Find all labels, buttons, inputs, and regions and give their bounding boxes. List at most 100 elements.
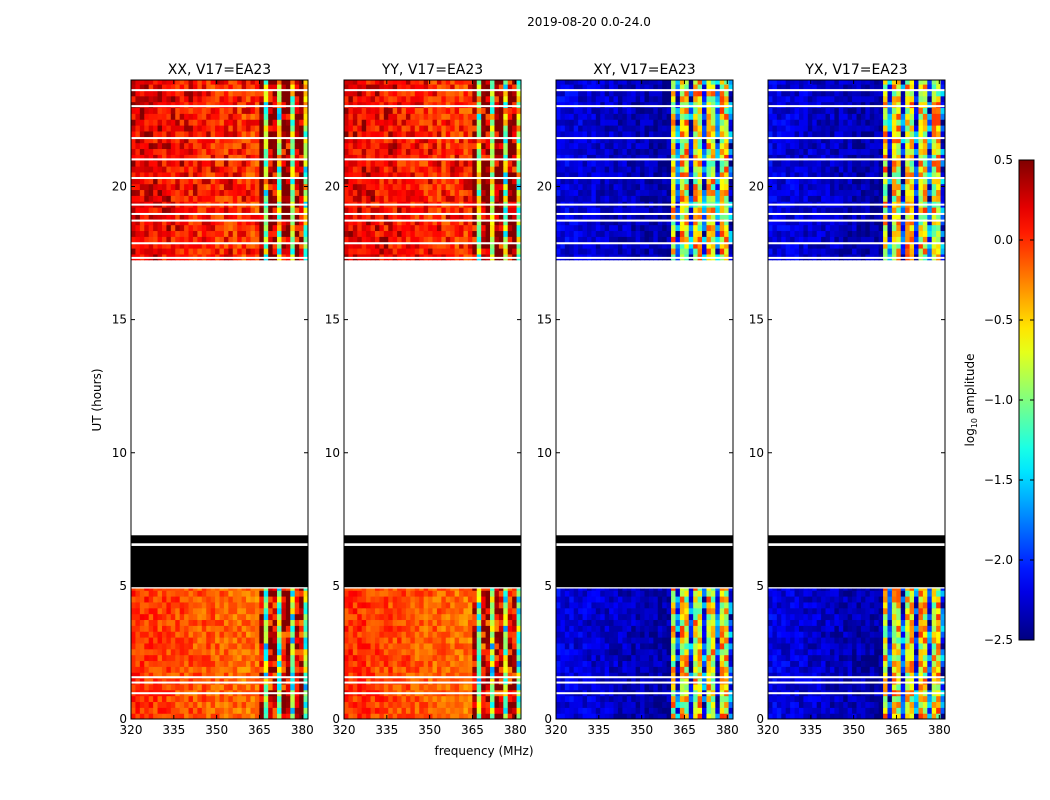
heatmap-cell [472,678,478,685]
heatmap-cell [161,177,168,185]
heatmap-cell [556,666,562,673]
heatmap-cell [414,666,420,673]
heatmap-cell [232,113,238,120]
heatmap-cell [144,619,150,626]
heatmap-cell [201,154,207,161]
heatmap-cell [361,242,367,249]
heatmap-cell [201,218,207,226]
heatmap-cell [241,195,247,202]
heatmap-cell [188,666,194,673]
heatmap-cell [498,666,504,673]
heatmap-cell [232,588,238,591]
heatmap-cell [188,619,194,626]
heatmap-cell [719,701,725,708]
heatmap-cell [684,713,690,719]
heatmap-cell [459,83,465,91]
heatmap-cell [254,130,260,138]
heatmap-cell [507,642,513,650]
heatmap-cell [144,130,150,138]
heatmap-cell [223,107,229,114]
heatmap-cell [454,95,460,103]
heatmap-cell [259,619,265,626]
heatmap-cell [401,101,407,109]
heatmap-cell [210,166,216,173]
heatmap-cell [357,130,363,138]
heatmap-cell [179,119,185,126]
heatmap-cell [250,113,256,120]
heatmap-cell [157,160,163,167]
heatmap-cell [503,654,509,662]
heatmap-cell [494,119,500,126]
heatmap-cell [379,136,385,144]
heatmap-cell [388,113,394,120]
heatmap-cell [556,695,562,703]
heatmap-cell [459,95,465,103]
heatmap-cell [201,648,207,656]
heatmap-cell [445,666,451,673]
heatmap-cell [392,590,398,597]
heatmap-cell [223,189,229,196]
heatmap-cell [653,713,659,719]
heatmap-cell [450,660,456,667]
heatmap-cell [197,177,203,185]
heatmap-cell [299,248,305,255]
heatmap-cell [241,177,247,185]
heatmap-cell [441,207,447,214]
heatmap-cell [432,195,438,202]
heatmap-cell [388,171,394,179]
heatmap-cell [285,125,291,132]
heatmap-cell [591,678,597,685]
heatmap-cell [450,625,456,632]
heatmap-cell [148,154,154,161]
heatmap-cell [485,83,491,91]
heatmap-cell [388,625,394,632]
heatmap-cell [197,631,203,638]
heatmap-cell [228,648,234,656]
heatmap-cell [662,695,668,703]
heatmap-cell [463,595,469,603]
heatmap-cell [724,642,730,650]
heatmap-cell [472,95,478,103]
heatmap-cell [450,236,456,243]
heatmap-cell [277,148,283,155]
heatmap-cell [215,642,221,650]
heatmap-cell [263,713,269,719]
heatmap-cell [161,631,168,638]
heatmap-cell [166,107,172,114]
heatmap-cell [232,224,238,232]
heatmap-cell [476,588,482,591]
heatmap-cell [388,130,394,138]
heatmap-cell [432,648,438,656]
heatmap-cell [490,119,496,126]
heatmap-cell [503,631,509,638]
heatmap-cell [237,595,243,603]
heatmap-cell [285,171,291,179]
heatmap-cell [383,113,389,120]
heatmap-cell [635,660,641,667]
heatmap-cell [419,695,425,703]
heatmap-cell [454,230,460,237]
heatmap-cell [410,619,416,626]
heatmap-cell [450,707,456,714]
heatmap-cell [228,701,234,708]
heatmap-cell [472,654,478,662]
heatmap-cell [241,683,247,691]
heatmap-cells [344,80,521,719]
heatmap-cell [131,601,137,609]
heatmap-cell [148,695,154,703]
heatmap-cell [383,125,389,132]
heatmap-cell [166,607,172,615]
heatmap-cell [228,619,234,626]
heatmap-cell [179,242,185,249]
heatmap-cell [472,242,478,249]
heatmap-cell [357,107,363,114]
heatmap-cell [467,160,473,167]
heatmap-cell [259,130,265,138]
heatmap-cell [494,660,500,667]
heatmap-cell [259,136,265,144]
heatmap-cell [237,648,243,656]
heatmap-cell [357,672,363,679]
heatmap-cell [379,242,385,249]
heatmap-cell [485,107,491,114]
heatmap-cell [144,160,150,167]
